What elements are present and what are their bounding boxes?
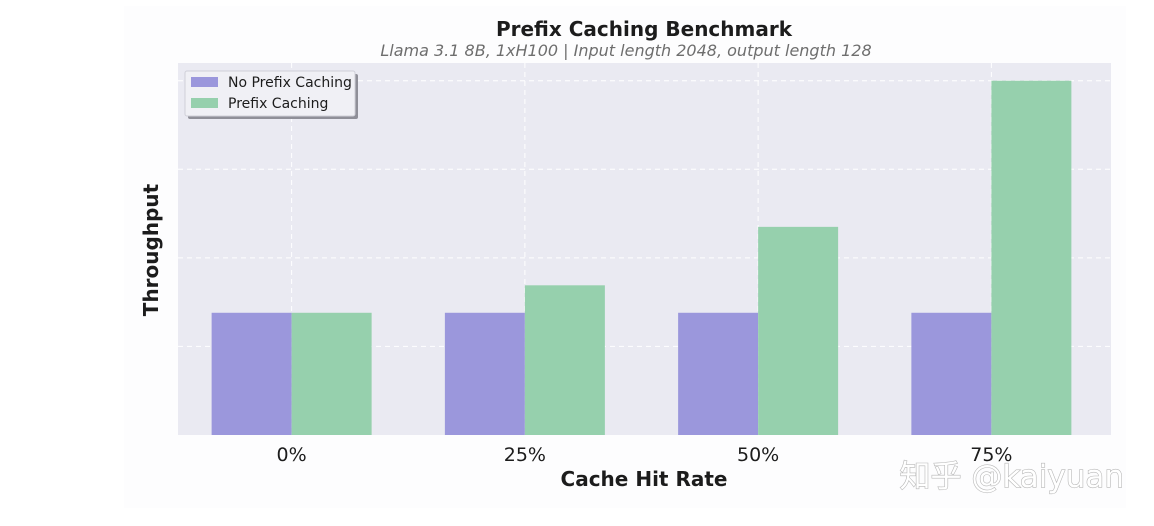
legend-box: [184, 70, 356, 117]
x-tick-label: 25%: [504, 444, 546, 466]
bar-no-prefix-caching-1: [444, 312, 525, 435]
legend-swatch-prefix-caching: [191, 98, 218, 108]
x-axis-label: Cache Hit Rate: [561, 467, 728, 491]
legend-label-no-prefix-caching: No Prefix Caching: [228, 75, 352, 91]
x-axis-ticks: 0% 25% 50% 75%: [277, 444, 1013, 466]
bar-no-prefix-caching-0: [211, 312, 292, 435]
plot-area: [178, 63, 1111, 435]
bar-prefix-caching-0: [291, 312, 372, 435]
legend-label-prefix-caching: Prefix Caching: [228, 96, 328, 112]
bars: [211, 80, 1072, 435]
bar-no-prefix-caching-3: [911, 312, 992, 435]
bar-prefix-caching-3: [991, 80, 1072, 435]
bar-prefix-caching-2: [758, 226, 839, 435]
chart-subtitle: Llama 3.1 8B, 1xH100 | Input length 2048…: [380, 41, 871, 60]
x-tick-label: 0%: [277, 444, 307, 466]
x-tick-label: 50%: [737, 444, 779, 466]
bar-prefix-caching-1: [524, 285, 605, 435]
legend-items: No Prefix Caching Prefix Caching: [191, 75, 352, 112]
watermark-text: 知乎 @kaiyuan: [899, 459, 1124, 495]
legend: No Prefix Caching Prefix Caching: [184, 70, 358, 119]
x-tick-label: 75%: [970, 444, 1012, 466]
chart-title: Prefix Caching Benchmark: [496, 17, 793, 41]
bar-no-prefix-caching-2: [678, 312, 759, 435]
legend-swatch-no-prefix-caching: [191, 77, 218, 87]
y-axis-label: Throughput: [139, 183, 163, 316]
